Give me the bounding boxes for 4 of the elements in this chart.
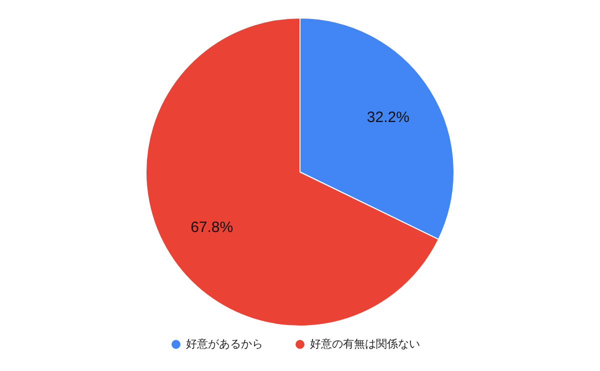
legend-label: 好意の有無は関係ない [310, 337, 420, 350]
data-label: 32.2% [366, 108, 410, 126]
legend-label: 好意があるから [186, 337, 263, 350]
data-label: 67.8% [190, 219, 234, 236]
